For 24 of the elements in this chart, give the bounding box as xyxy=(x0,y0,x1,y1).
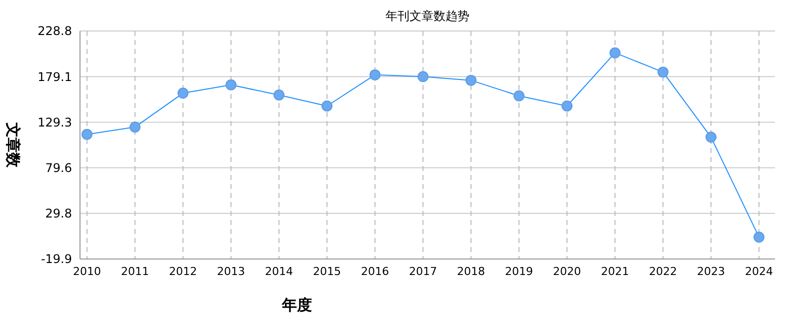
y-axis-title: 文章数 xyxy=(4,122,22,168)
y-tick-label: 228.8 xyxy=(38,24,72,38)
chart-title: 年刊文章数趋势 xyxy=(386,9,470,23)
x-tick-label: 2011 xyxy=(121,265,149,278)
x-tick-label: 2014 xyxy=(265,265,293,278)
x-tick-label: 2017 xyxy=(409,265,437,278)
y-tick-label: -19.9 xyxy=(40,252,72,266)
x-tick-label: 2022 xyxy=(649,265,677,278)
y-tick-label: 129.3 xyxy=(38,115,72,130)
x-tick-label: 2021 xyxy=(601,265,629,278)
x-tick-label: 2019 xyxy=(505,265,533,278)
y-tick-label: 29.8 xyxy=(45,206,72,221)
x-tick-label: 2024 xyxy=(745,265,773,278)
x-axis-title: 年度 xyxy=(281,296,312,314)
x-tick-label: 2018 xyxy=(457,265,485,278)
x-tick-label: 2013 xyxy=(217,265,245,278)
x-tick-label: 2010 xyxy=(73,265,101,278)
x-tick-label: 2012 xyxy=(169,265,197,278)
y-tick-label: 179.1 xyxy=(38,70,72,84)
x-tick-label: 2023 xyxy=(697,265,725,278)
x-tick-label: 2016 xyxy=(361,265,389,278)
x-tick-label: 2020 xyxy=(553,265,581,278)
y-tick-label: 79.6 xyxy=(45,160,72,175)
x-tick-label: 2015 xyxy=(313,265,341,278)
